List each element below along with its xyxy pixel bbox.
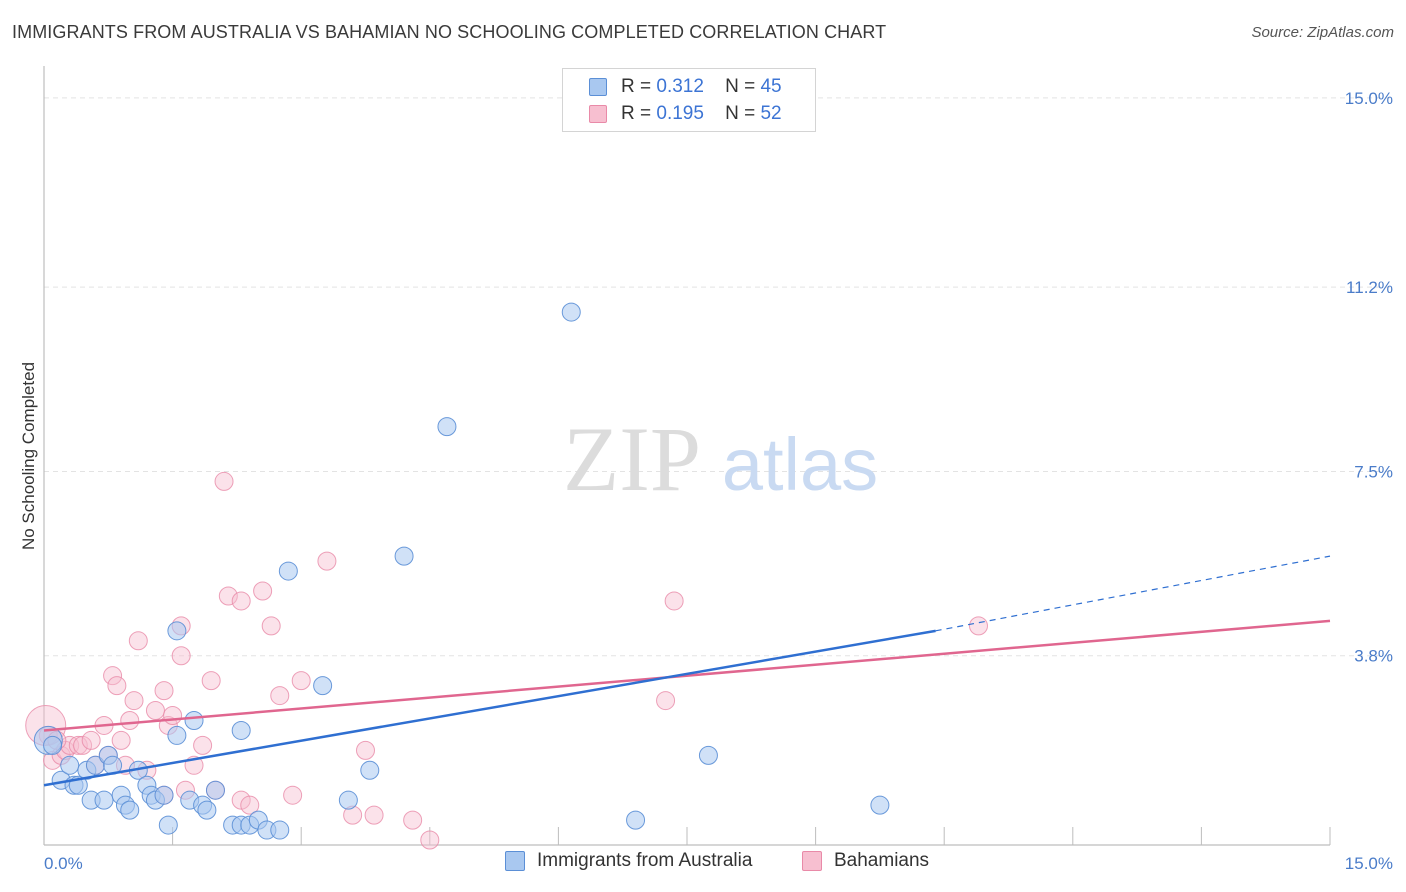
y-axis-label: No Schooling Completed: [19, 362, 38, 550]
data-point-bahamians: [253, 581, 273, 601]
data-point-bahamians: [128, 631, 148, 651]
data-point-bahamians: [317, 551, 337, 571]
data-point-bahamians: [120, 710, 140, 730]
data-point-bahamians: [201, 671, 221, 691]
trend-line-bahamians: [43, 619, 1331, 732]
data-point-australia: [313, 676, 333, 696]
bottom-legend-swatch-blue: [505, 851, 525, 871]
data-point-bahamians: [656, 691, 676, 711]
bottom-legend-bahamians: Bahamians: [802, 850, 929, 872]
legend-n-value: 45: [760, 76, 782, 97]
data-point-australia: [626, 810, 646, 830]
bottom-legend-australia: Immigrants from Australia: [505, 850, 752, 872]
data-point-australia: [167, 725, 187, 745]
axes: [43, 66, 1331, 846]
trend-line-australia-extension: [935, 555, 1331, 632]
data-point-australia: [158, 815, 178, 835]
data-point-bahamians: [193, 735, 213, 755]
y-tick-label: 15.0%: [1345, 89, 1393, 108]
data-point-bahamians: [420, 830, 440, 850]
data-point-australia: [437, 417, 457, 437]
data-point-australia: [43, 735, 63, 755]
bottom-legend-swatch-pink: [802, 851, 822, 871]
x-tick-label: 15.0%: [1345, 854, 1393, 873]
data-point-bahamians: [283, 785, 303, 805]
data-point-australia: [231, 720, 251, 740]
legend-n-label: N =: [725, 76, 756, 97]
data-point-australia: [360, 760, 380, 780]
data-point-bahamians: [103, 666, 123, 686]
data-point-australia: [561, 302, 581, 322]
data-point-bahamians: [664, 591, 684, 611]
trend-lines: [43, 555, 1331, 787]
legend-swatch-pink: [589, 105, 607, 123]
legend-r-value: 0.312: [656, 76, 704, 97]
grid-lines: [44, 97, 1390, 657]
legend-row-australia: R = 0.312 N = 45: [589, 75, 782, 99]
data-point-bahamians: [68, 735, 88, 755]
watermark: ZIP atlas: [563, 408, 878, 510]
data-point-bahamians: [364, 805, 384, 825]
tick-labels: 3.8% 7.5% 11.2% 15.0% 0.0% 15.0%: [44, 89, 1393, 873]
data-point-bahamians: [968, 616, 988, 636]
legend-r-label: R =: [621, 76, 652, 97]
data-point-bahamians: [240, 795, 260, 815]
data-point-bahamians: [171, 646, 191, 666]
series-immigrants-australia: [33, 302, 890, 840]
bottom-legend-label-australia: Immigrants from Australia: [537, 850, 753, 871]
data-point-bahamians: [403, 810, 423, 830]
bottom-legend-label-bahamians: Bahamians: [834, 850, 930, 871]
data-point-bahamians: [214, 471, 234, 491]
data-point-australia: [120, 800, 140, 820]
data-point-bahamians: [291, 671, 311, 691]
legend-swatch-blue: [589, 78, 607, 96]
legend-r-value: 0.195: [656, 103, 704, 124]
legend: R = 0.312 N = 45 R = 0.195 N = 52: [562, 68, 816, 132]
source-label: Source: ZipAtlas.com: [1251, 24, 1394, 41]
legend-row-bahamians: R = 0.195 N = 52: [589, 102, 782, 126]
data-point-australia: [278, 561, 298, 581]
data-point-bahamians: [270, 686, 290, 706]
data-point-bahamians: [231, 591, 251, 611]
legend-n-value: 52: [760, 103, 782, 124]
watermark-zip: ZIP: [563, 408, 701, 510]
y-tick-label: 7.5%: [1354, 462, 1393, 481]
data-point-bahamians: [81, 730, 101, 750]
y-tick-label: 3.8%: [1354, 647, 1393, 666]
data-point-australia: [197, 800, 217, 820]
legend-r-label: R =: [621, 103, 652, 124]
data-point-australia: [338, 790, 358, 810]
y-tick-label: 11.2%: [1346, 278, 1393, 297]
data-point-bahamians: [124, 691, 144, 711]
chart-title: IMMIGRANTS FROM AUSTRALIA VS BAHAMIAN NO…: [12, 22, 887, 42]
data-point-australia: [205, 780, 225, 800]
data-point-australia: [270, 820, 290, 840]
data-point-bahamians: [111, 730, 131, 750]
watermark-atlas: atlas: [722, 423, 878, 506]
data-point-bahamians: [145, 701, 165, 721]
data-point-australia: [154, 785, 174, 805]
trend-line-australia: [43, 629, 936, 787]
data-point-australia: [870, 795, 890, 815]
data-point-bahamians: [261, 616, 281, 636]
data-point-bahamians: [163, 706, 183, 726]
x-tick-label: 0.0%: [44, 854, 83, 873]
legend-n-label: N =: [725, 103, 756, 124]
data-point-bahamians: [154, 681, 174, 701]
data-point-bahamians: [218, 586, 238, 606]
data-point-australia: [60, 755, 80, 775]
data-point-bahamians: [356, 740, 375, 760]
data-point-australia: [94, 790, 114, 810]
data-point-bahamians: [107, 676, 127, 696]
data-point-australia: [167, 621, 187, 641]
data-point-australia: [184, 710, 204, 730]
data-point-australia: [394, 546, 414, 566]
data-point-australia: [698, 745, 718, 765]
